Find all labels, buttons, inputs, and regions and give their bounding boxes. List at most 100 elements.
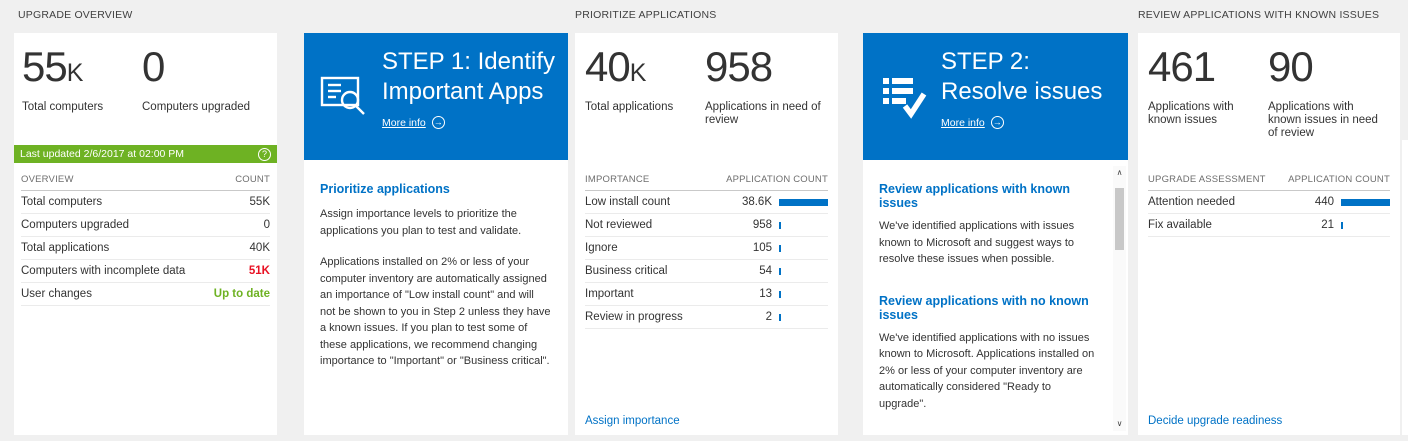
stat-number: 40K [585,43,647,90]
stat-total-applications[interactable]: 40K Total applications [585,42,705,127]
bar-container [772,290,828,298]
section-header-prioritize-applications: PRIORITIZE APPLICATIONS [575,9,717,21]
row-label: Business critical [585,265,668,277]
table-row[interactable]: Ignore 105 [585,237,828,260]
review-section-text: We've identified applications with no is… [879,331,1095,410]
row-value: 55K [249,196,270,208]
table-row[interactable]: Attention needed 440 [1148,191,1390,214]
bar-container [772,267,828,275]
table-row[interactable]: Computers upgraded 0 [21,214,270,237]
review-section[interactable]: Review applications with known issues We… [879,182,1098,268]
count-bar [1341,221,1343,229]
step2-more-info-link[interactable]: More info → [941,116,1004,129]
step1-paragraph: Assign importance levels to prioritize t… [320,208,522,237]
row-label: Attention needed [1148,196,1235,208]
review-apps-known-issues-heading: Review applications with known issues [879,182,1071,210]
stat-number: 90 [1268,43,1314,90]
step2-card: STEP 2: Resolve issues More info → Revie… [863,33,1128,435]
bar-container [1334,221,1390,229]
row-label: Fix available [1148,219,1212,231]
row-label: Total applications [21,242,110,254]
stat-label: Applications in need of review [705,101,821,126]
stat-number: 0 [142,43,165,90]
decide-upgrade-readiness-link[interactable]: Decide upgrade readiness [1148,415,1283,427]
overview-stats: 55K Total computers 0 Computers upgraded [14,33,277,114]
row-value: 38.6K [741,196,772,208]
table-row[interactable]: Fix available 21 [1148,214,1390,237]
table-row[interactable]: Business critical 54 [585,260,828,283]
stat-apps-known-issues[interactable]: 461 Applications with known issues [1148,42,1268,140]
stat-label: Total computers [22,101,104,113]
review-apps-no-known-issues-heading: Review applications with no known issues [879,293,1089,322]
stat-number: 958 [705,43,773,90]
review-section[interactable]: Review applications with no known issues… [879,294,1098,413]
table-row[interactable]: User changes Up to date [21,283,270,306]
table-row[interactable]: Review in progress 2 [585,306,828,329]
stat-total-computers[interactable]: 55K Total computers [22,42,142,114]
step2-description: Review applications with known issues We… [863,160,1128,435]
row-value: 440 [1314,196,1334,208]
bar-container [772,244,828,252]
section-header-upgrade-overview: UPGRADE OVERVIEW [18,9,133,21]
count-bar [779,198,828,206]
arrow-right-icon: → [431,116,445,129]
table-row[interactable]: Important 13 [585,283,828,306]
stat-number: 55K [22,43,84,90]
row-value: 54 [759,265,772,277]
step2-tile[interactable]: STEP 2: Resolve issues More info → [863,33,1128,160]
stat-label: Total applications [585,101,674,113]
table-row[interactable]: Not reviewed 958 [585,214,828,237]
scrollbar[interactable]: ∧ ∨ [1113,166,1126,431]
step1-more-info-link[interactable]: More info → [382,116,445,129]
row-label: Review in progress [585,311,683,323]
step2-title: STEP 2: Resolve issues [941,48,1103,105]
help-icon[interactable]: ? [258,147,271,161]
step1-title: STEP 1: Identify Important Apps [382,48,555,105]
stat-apps-need-review[interactable]: 958 Applications in need of review [705,42,828,127]
stat-computers-upgraded[interactable]: 0 Computers upgraded [142,42,269,114]
row-value: 13 [759,288,772,300]
section-header-review-known-issues: REVIEW APPLICATIONS WITH KNOWN ISSUES [1138,9,1380,21]
assign-importance-link[interactable]: Assign importance [585,415,680,427]
table-row[interactable]: Computers with incomplete data 51K [21,260,270,283]
row-label: User changes [21,288,92,300]
count-bar [1341,198,1390,206]
step1-tile[interactable]: STEP 1: Identify Important Apps More inf… [304,33,568,160]
count-bar [779,290,781,298]
applications-stats: 40K Total applications 958 Applications … [575,33,838,127]
column-count: COUNT [235,174,270,185]
bar-container [772,198,828,206]
row-label: Total computers [21,196,103,208]
table-row[interactable]: Low install count 38.6K [585,191,828,214]
column-upgrade-assessment: UPGRADE ASSESSMENT [1148,174,1266,185]
step1-description: Prioritize applications Assign importanc… [304,160,568,435]
stat-known-issues-need-review[interactable]: 90 Applications with known issues in nee… [1268,42,1390,140]
column-application-count: APPLICATION COUNT [1288,174,1390,185]
importance-table: IMPORTANCE APPLICATION COUNT Low install… [585,170,828,329]
count-bar [779,267,781,275]
last-updated-text: Last updated 2/6/2017 at 02:00 PM [20,148,185,160]
prioritize-applications-heading: Prioritize applications [320,182,450,196]
table-row[interactable]: Total computers 55K [21,191,270,214]
arrow-right-icon: → [990,116,1004,129]
scroll-down-icon[interactable]: ∨ [1116,419,1123,428]
row-value: 2 [765,311,772,323]
resolve-issues-icon [879,47,941,160]
scroll-up-icon[interactable]: ∧ [1116,168,1123,177]
count-bar [779,221,781,229]
known-issues-card: 461 Applications with known issues 90 Ap… [1138,33,1400,435]
scrollbar-thumb[interactable] [1115,188,1124,250]
row-label: Computers upgraded [21,219,130,231]
column-importance: IMPORTANCE [585,174,650,185]
row-value-ok: Up to date [213,288,270,300]
row-value-alert: 51K [248,265,270,277]
row-label: Computers with incomplete data [21,265,186,277]
table-header: UPGRADE ASSESSMENT APPLICATION COUNT [1148,170,1390,191]
row-label: Important [585,288,634,300]
step1-card: STEP 1: Identify Important Apps More inf… [304,33,568,435]
table-header: OVERVIEW COUNT [21,170,270,191]
table-row[interactable]: Total applications 40K [21,237,270,260]
row-value: 0 [263,219,270,231]
upgrade-overview-card: 55K Total computers 0 Computers upgraded… [14,33,277,435]
